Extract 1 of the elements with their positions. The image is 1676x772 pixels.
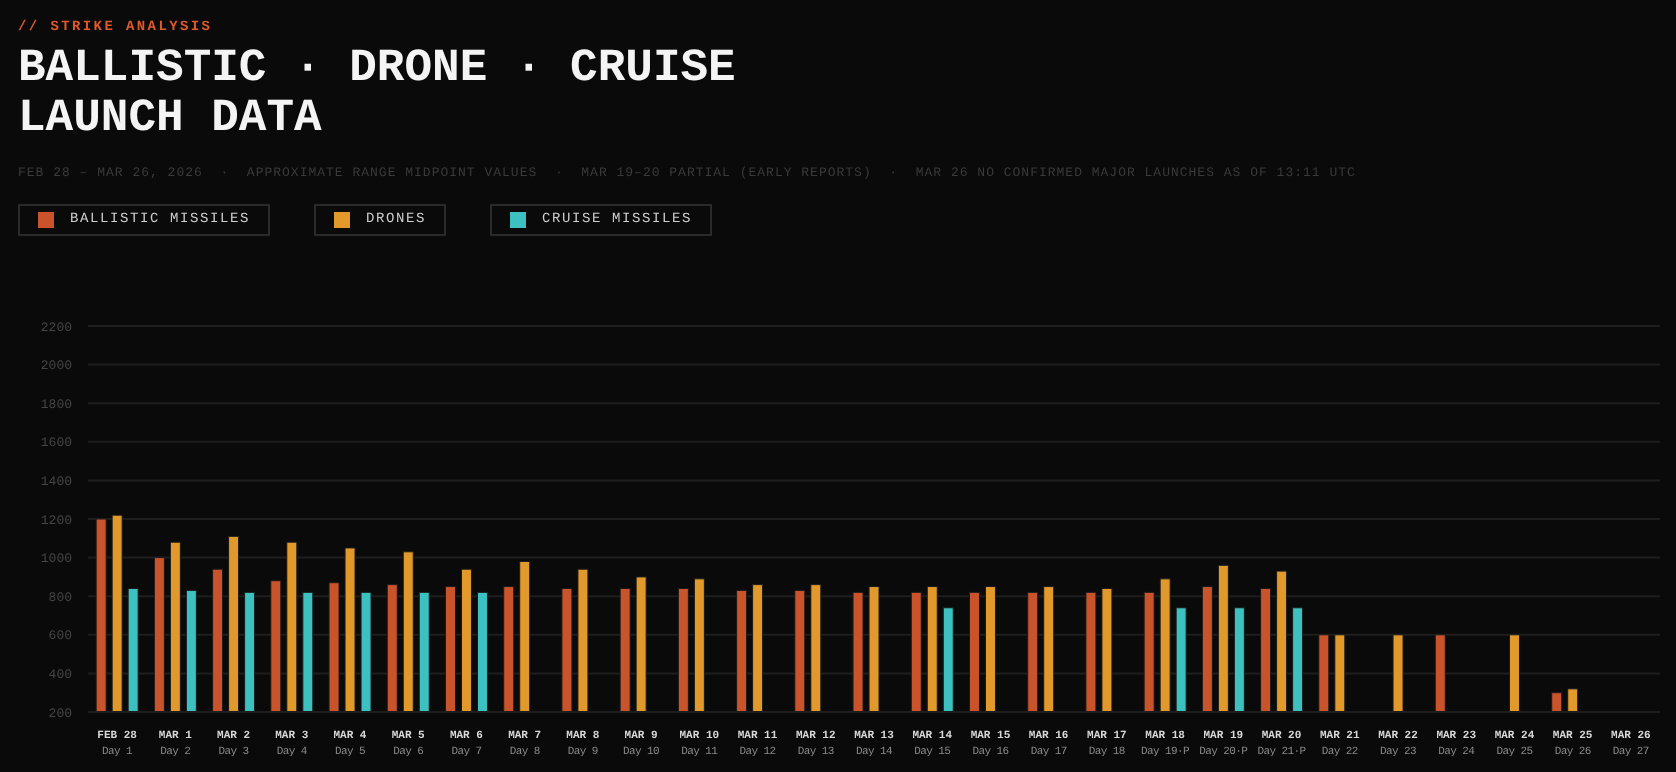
chart-title: BALLISTIC · DRONE · CRUISE LAUNCH DATA xyxy=(18,42,738,144)
